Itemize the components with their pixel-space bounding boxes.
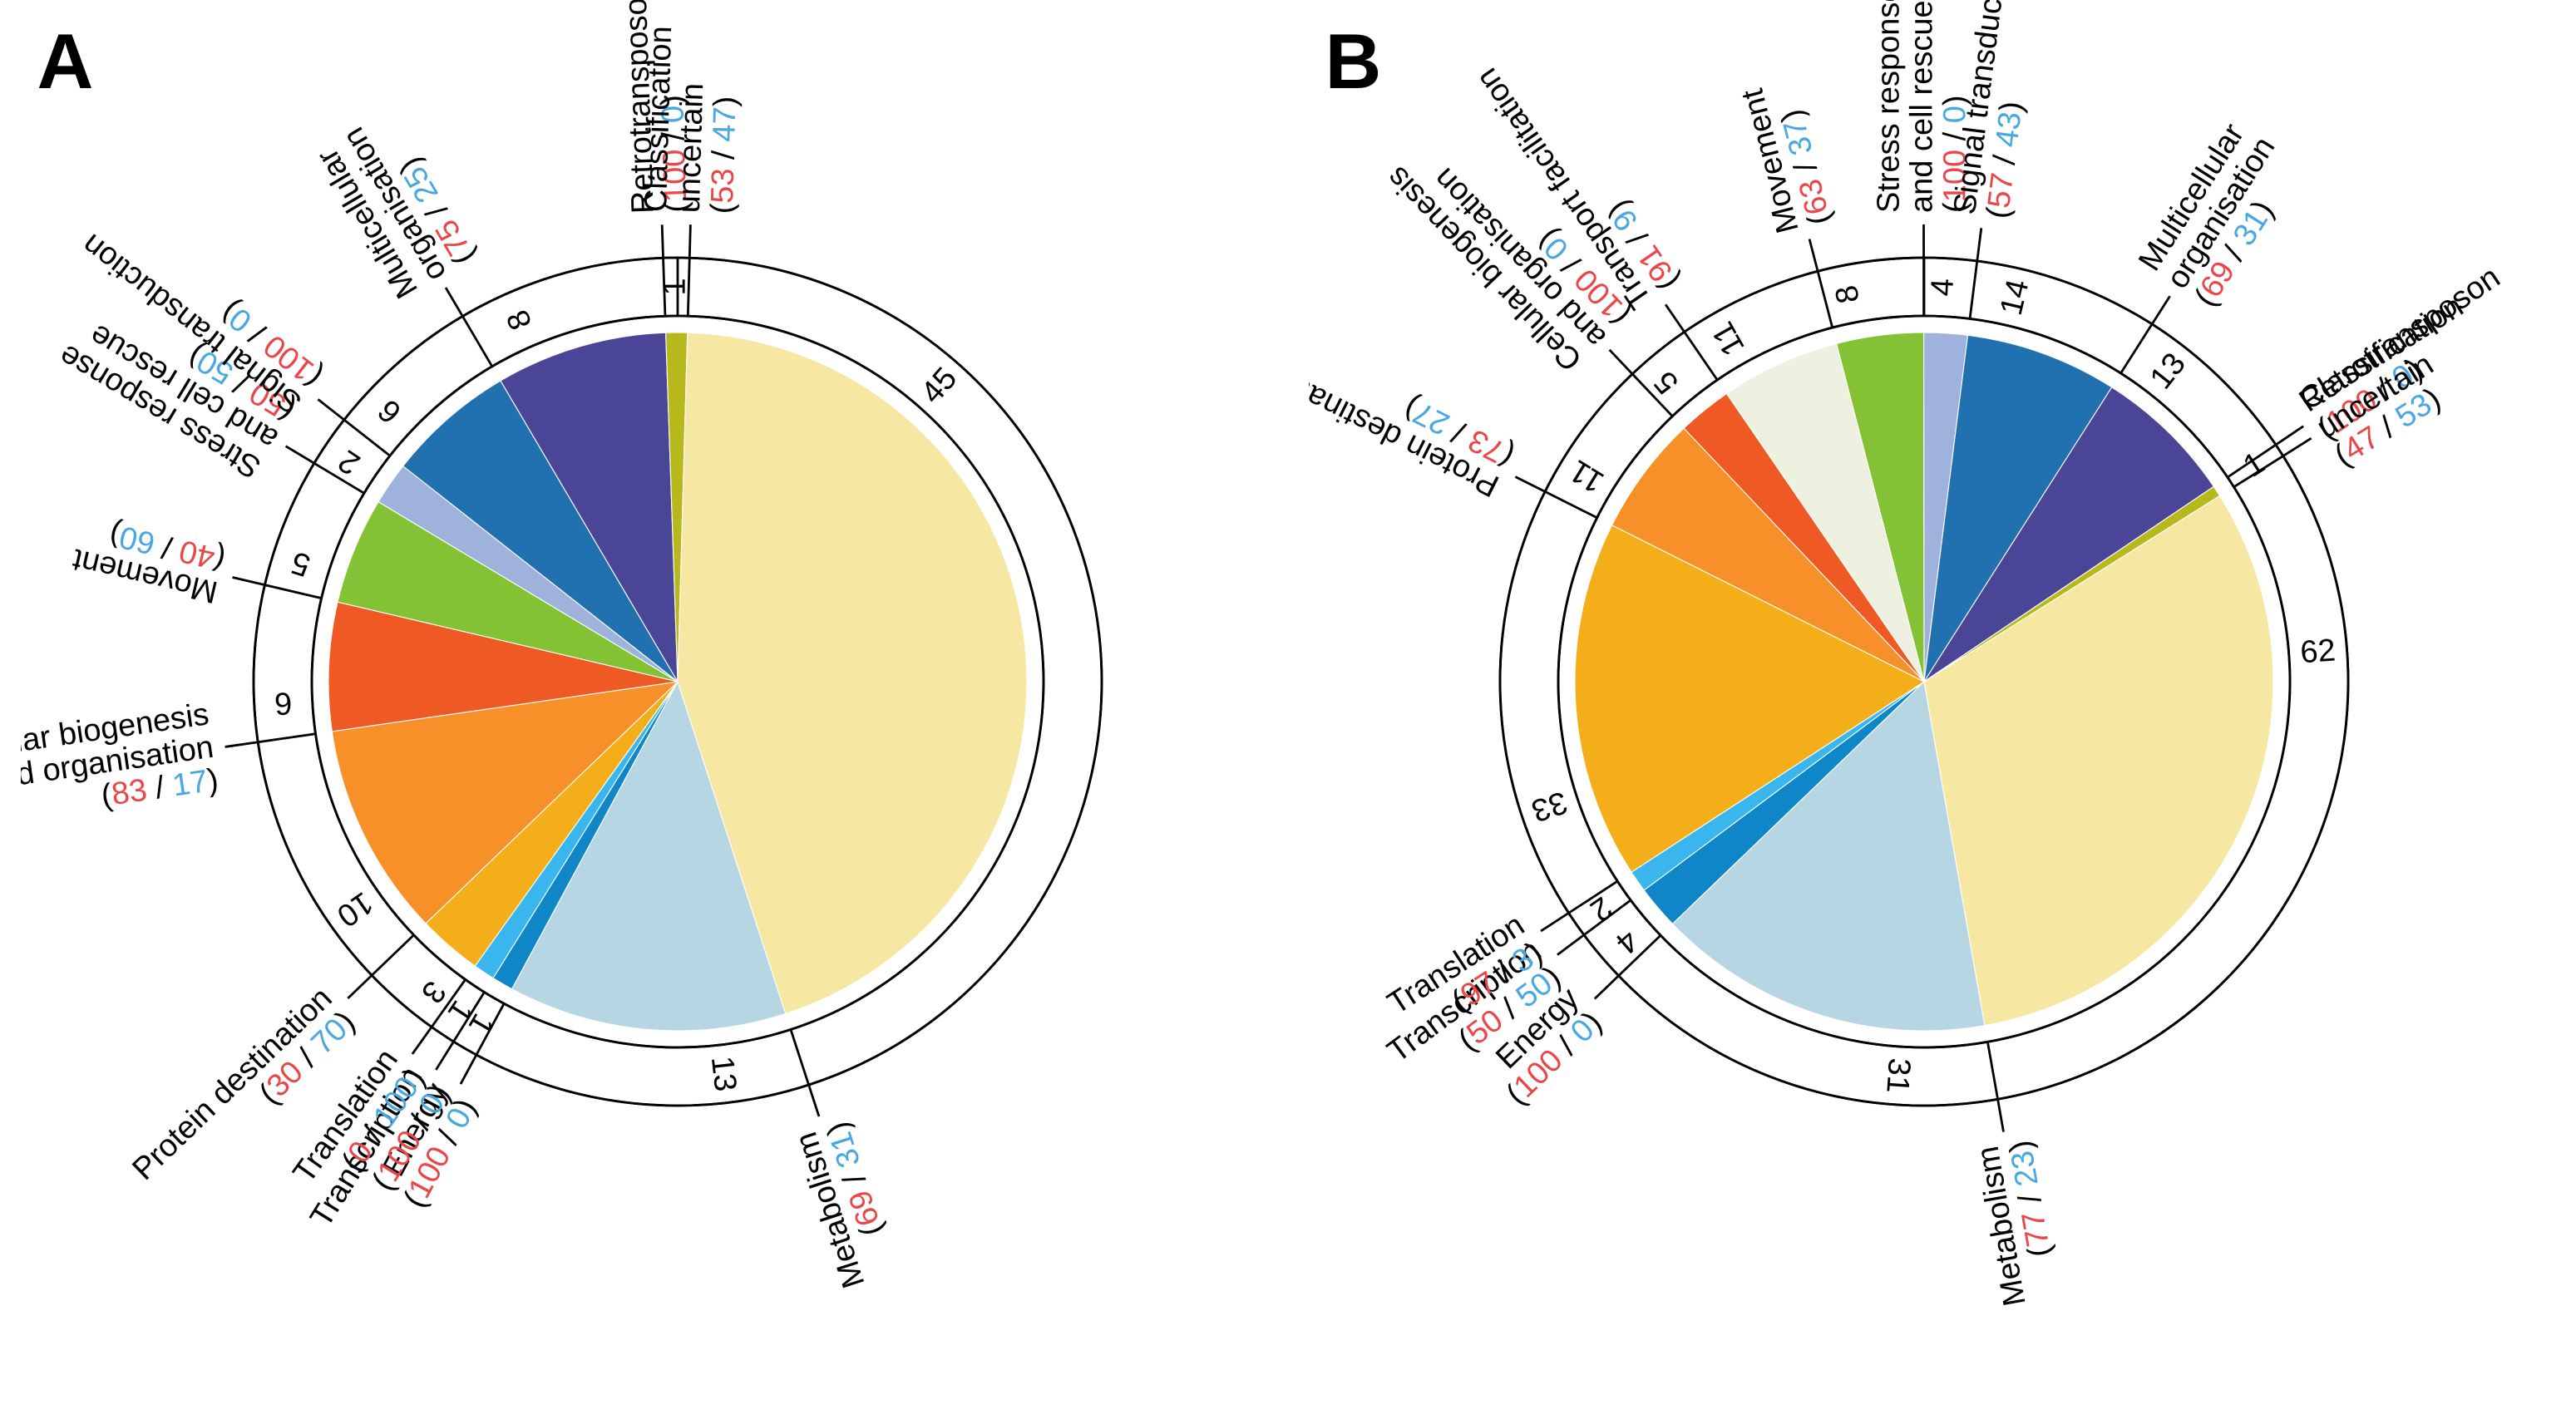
tick xyxy=(232,578,264,585)
segment-label: and cell rescue xyxy=(1904,0,1939,213)
pie-chart-A: 131131065268145Metabolism(69 / 31)Energy… xyxy=(21,0,1268,1363)
tick xyxy=(662,224,663,258)
tick xyxy=(446,288,462,316)
segment-count: 4 xyxy=(1924,278,1960,297)
tick xyxy=(1809,239,1818,272)
tick xyxy=(225,742,258,747)
segment-label-group: Movement(63 / 37) xyxy=(1735,76,1838,237)
segment-label-group: Classificationuncertain(47 / 53) xyxy=(2292,288,2504,473)
segment-count: 13 xyxy=(703,1054,742,1093)
tick xyxy=(348,975,372,998)
segment-label-group: Protein destination(73 / 27) xyxy=(1309,325,1519,503)
tick xyxy=(1541,913,1569,931)
segment-label: Stress response xyxy=(1871,0,1906,213)
tick xyxy=(460,1055,476,1084)
panel-label-A: A xyxy=(37,17,94,106)
segment-label-group: Movement(40 / 60) xyxy=(68,510,228,609)
tick xyxy=(808,1085,818,1116)
segment-count: 31 xyxy=(1879,1057,1917,1094)
tick xyxy=(1557,935,1583,955)
segment-label-group: Multicellularorganisation(69 / 31) xyxy=(2132,113,2310,313)
segment-label-group: Cellular biogenesisand organisation(83 /… xyxy=(21,697,220,835)
segment-count: 6 xyxy=(274,685,293,721)
segment-label: uncertain xyxy=(671,82,709,213)
tick xyxy=(318,399,343,420)
segment-label-group: Classificationuncertain(53 / 47) xyxy=(638,26,744,214)
panel-label-B: B xyxy=(1325,17,1382,106)
tick xyxy=(1666,304,1685,332)
segment-label-group: Metabolism(77 / 23) xyxy=(1970,1138,2065,1309)
tick xyxy=(1515,476,1545,491)
segment-count: 1 xyxy=(657,278,692,295)
tick xyxy=(412,1027,431,1054)
panel-B: B 31423311511841413162Metabolism(77 / 23… xyxy=(1309,0,2556,1363)
segment-count: 62 xyxy=(2299,633,2337,670)
tick xyxy=(1976,228,1981,261)
tick xyxy=(285,446,313,464)
tick xyxy=(2152,296,2169,324)
segment-ratio: (53 / 47) xyxy=(704,96,743,214)
segment-label-group: Signal transduction(57 / 43) xyxy=(1947,0,2048,220)
tick xyxy=(1997,1099,2003,1131)
segment-label-group: Multicellularorganisation(75 / 25) xyxy=(307,105,481,304)
tick xyxy=(1609,350,1632,374)
segment-label-group: Metabolism(69 / 31) xyxy=(788,1117,903,1292)
panel-A: A 131131065268145Metabolism(69 / 31)Ener… xyxy=(21,0,1268,1363)
tick xyxy=(2282,438,2311,456)
tick xyxy=(689,224,690,258)
pie-chart-B: 31423311511841413162Metabolism(77 / 23)E… xyxy=(1309,0,2556,1363)
tick xyxy=(2275,426,2302,445)
segment-label-group: Protein destination(30 / 70) xyxy=(126,981,362,1211)
tick xyxy=(1594,976,1618,999)
figure-root: A 131131065268145Metabolism(69 / 31)Ener… xyxy=(0,0,2576,1424)
tick xyxy=(436,1042,453,1070)
